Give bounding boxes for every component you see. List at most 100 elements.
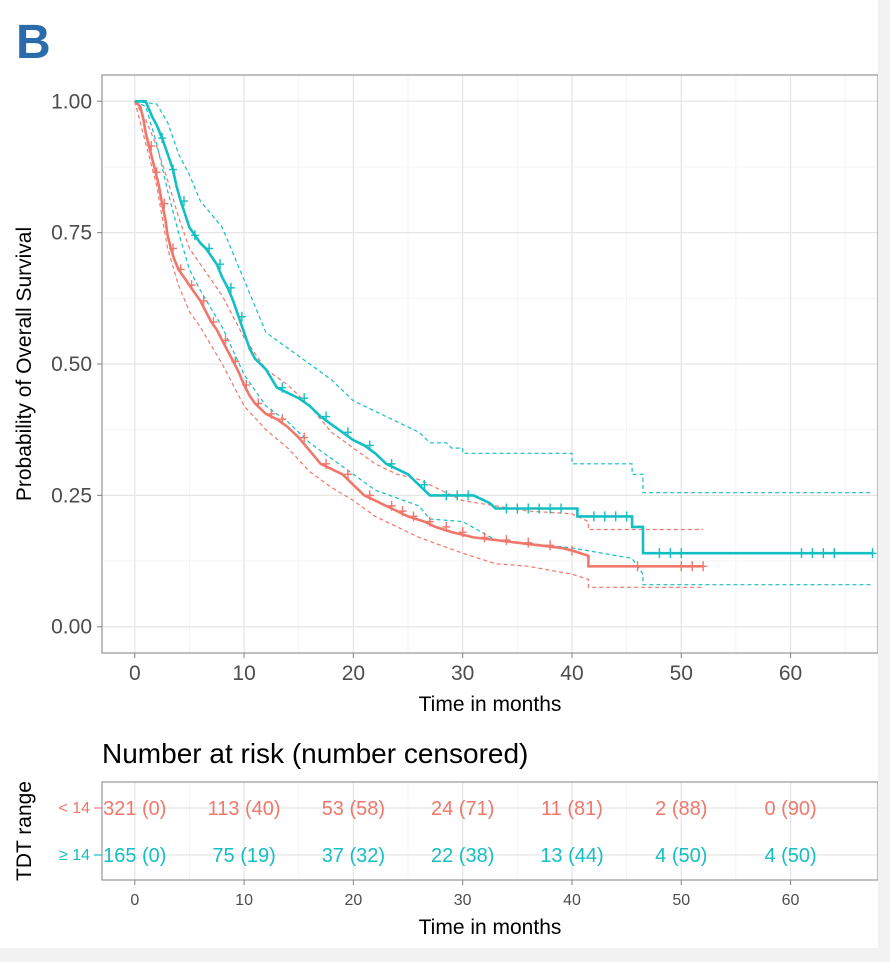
censor-mark-ge14 [622,511,631,522]
risk-strata-title: TDT range [13,781,36,881]
censor-mark-lt14 [160,198,169,209]
x-tick-label: 20 [342,662,365,685]
censor-mark-ge14 [387,458,396,469]
risk-table-content: < 14 321 (0) 113 (40) 53 (58) 24 (71) 11 (81)… [58,798,816,909]
censor-mark-lt14 [442,521,451,532]
censor-mark-ge14 [655,548,664,559]
censor-mark-lt14 [169,243,178,254]
censor-mark-ge14 [808,548,817,559]
risk-cell: 2 (88) [655,798,707,820]
ci-lower-lt14 [134,101,704,588]
risk-cell: 13 (44) [540,845,603,867]
risk-strata-label: ≥ 14 [59,847,90,864]
censor-mark-lt14 [398,506,407,517]
censor-mark-ge14 [600,511,609,522]
censor-mark-ge14 [322,411,331,422]
x-tick-label: 60 [779,662,802,685]
censor-mark-ge14 [868,548,877,559]
risk-table-title: Number at risk (number censored) [102,738,528,769]
censor-mark-ge14 [677,548,686,559]
censor-mark-ge14 [205,243,214,254]
censor-mark-lt14 [209,316,218,327]
censor-mark-ge14 [557,503,566,514]
figure: B 0 10 20 30 40 50 60 0.00 0.25 0.50 0.75 1.00 Time… [0,0,878,948]
censor-mark-lt14 [322,458,331,469]
censor-mark-ge14 [524,503,533,514]
censor-mark-ge14 [190,230,199,241]
censor-mark-lt14 [343,469,352,480]
risk-x-tick-label: 50 [672,892,690,909]
censor-mark-lt14 [409,511,418,522]
ci-upper-ge14 [134,100,873,494]
y-tick-label: 0.25 [51,484,92,507]
censor-mark-ge14 [546,503,555,514]
risk-x-tick-label: 0 [130,892,139,909]
y-tick-label: 0.50 [51,353,92,376]
censor-mark-lt14 [699,561,708,572]
censor-mark-ge14 [589,511,598,522]
censor-mark-ge14 [179,196,188,207]
censor-mark-lt14 [677,561,686,572]
censor-mark-lt14 [221,335,230,346]
censor-mark-ge14 [216,259,225,270]
risk-cell: 24 (71) [431,798,494,820]
censor-mark-lt14 [480,532,489,543]
censor-mark-ge14 [513,503,522,514]
x-tick-label: 0 [129,662,141,685]
risk-cell: 0 (90) [764,798,816,820]
risk-cell: 53 (58) [322,798,385,820]
y-tick-label: 0.75 [51,222,92,245]
censor-mark-lt14 [524,537,533,548]
censor-mark-lt14 [199,295,208,306]
x-axis-title: Time in months [419,693,562,716]
risk-cell: 75 (19) [212,845,275,867]
censor-mark-lt14 [242,380,251,391]
risk-x-tick-label: 10 [235,892,253,909]
censor-marks [147,133,877,572]
risk-table-grid [102,782,878,880]
censor-mark-ge14 [502,503,511,514]
censor-mark-ge14 [226,282,235,293]
risk-x-axis-title: Time in months [419,916,562,939]
x-tick-label: 10 [232,662,255,685]
risk-cell: 321 (0) [103,798,166,820]
risk-cell: 11 (81) [541,798,603,820]
censor-mark-ge14 [535,503,544,514]
censor-mark-ge14 [819,548,828,559]
censor-mark-ge14 [343,427,352,438]
censor-mark-ge14 [453,490,462,501]
censor-mark-ge14 [464,490,473,501]
risk-cell: 113 (40) [208,798,281,820]
censor-mark-lt14 [502,535,511,546]
x-tick-label: 30 [451,662,474,685]
censor-mark-ge14 [442,490,451,501]
censor-mark-lt14 [152,167,161,178]
ci-lower-ge14 [134,100,873,586]
censor-mark-ge14 [611,511,620,522]
risk-x-tick-label: 60 [782,892,800,909]
censor-mark-lt14 [176,264,185,275]
ci-upper-lt14 [134,100,704,531]
risk-x-tick-label: 30 [454,892,472,909]
censor-mark-lt14 [278,414,287,425]
main-plot-axes: 0 10 20 30 40 50 60 0.00 0.25 0.50 0.75 1.00 [51,90,802,685]
survival-curve-ge14 [134,100,873,555]
main-plot-grid [102,75,878,653]
censor-mark-ge14 [420,479,429,490]
censor-mark-ge14 [830,548,839,559]
censor-mark-lt14 [300,432,309,443]
censor-mark-ge14 [300,393,309,404]
y-axis-title: Probability of Overall Survival [13,227,36,501]
censor-mark-lt14 [546,540,555,551]
y-tick-label: 1.00 [51,90,92,113]
x-tick-label: 40 [560,662,583,685]
survival-curve-lt14 [133,100,704,568]
y-tick-label: 0.00 [51,616,92,639]
censor-mark-ge14 [278,382,287,393]
censor-mark-lt14 [567,545,576,556]
censor-mark-lt14 [387,500,396,511]
censor-mark-ge14 [237,311,246,322]
km-chart-svg: B 0 10 20 30 40 50 60 0.00 0.25 0.50 0.75 1.00 Time… [13,16,878,939]
risk-cell: 37 (32) [322,845,385,867]
censor-mark-ge14 [797,548,806,559]
